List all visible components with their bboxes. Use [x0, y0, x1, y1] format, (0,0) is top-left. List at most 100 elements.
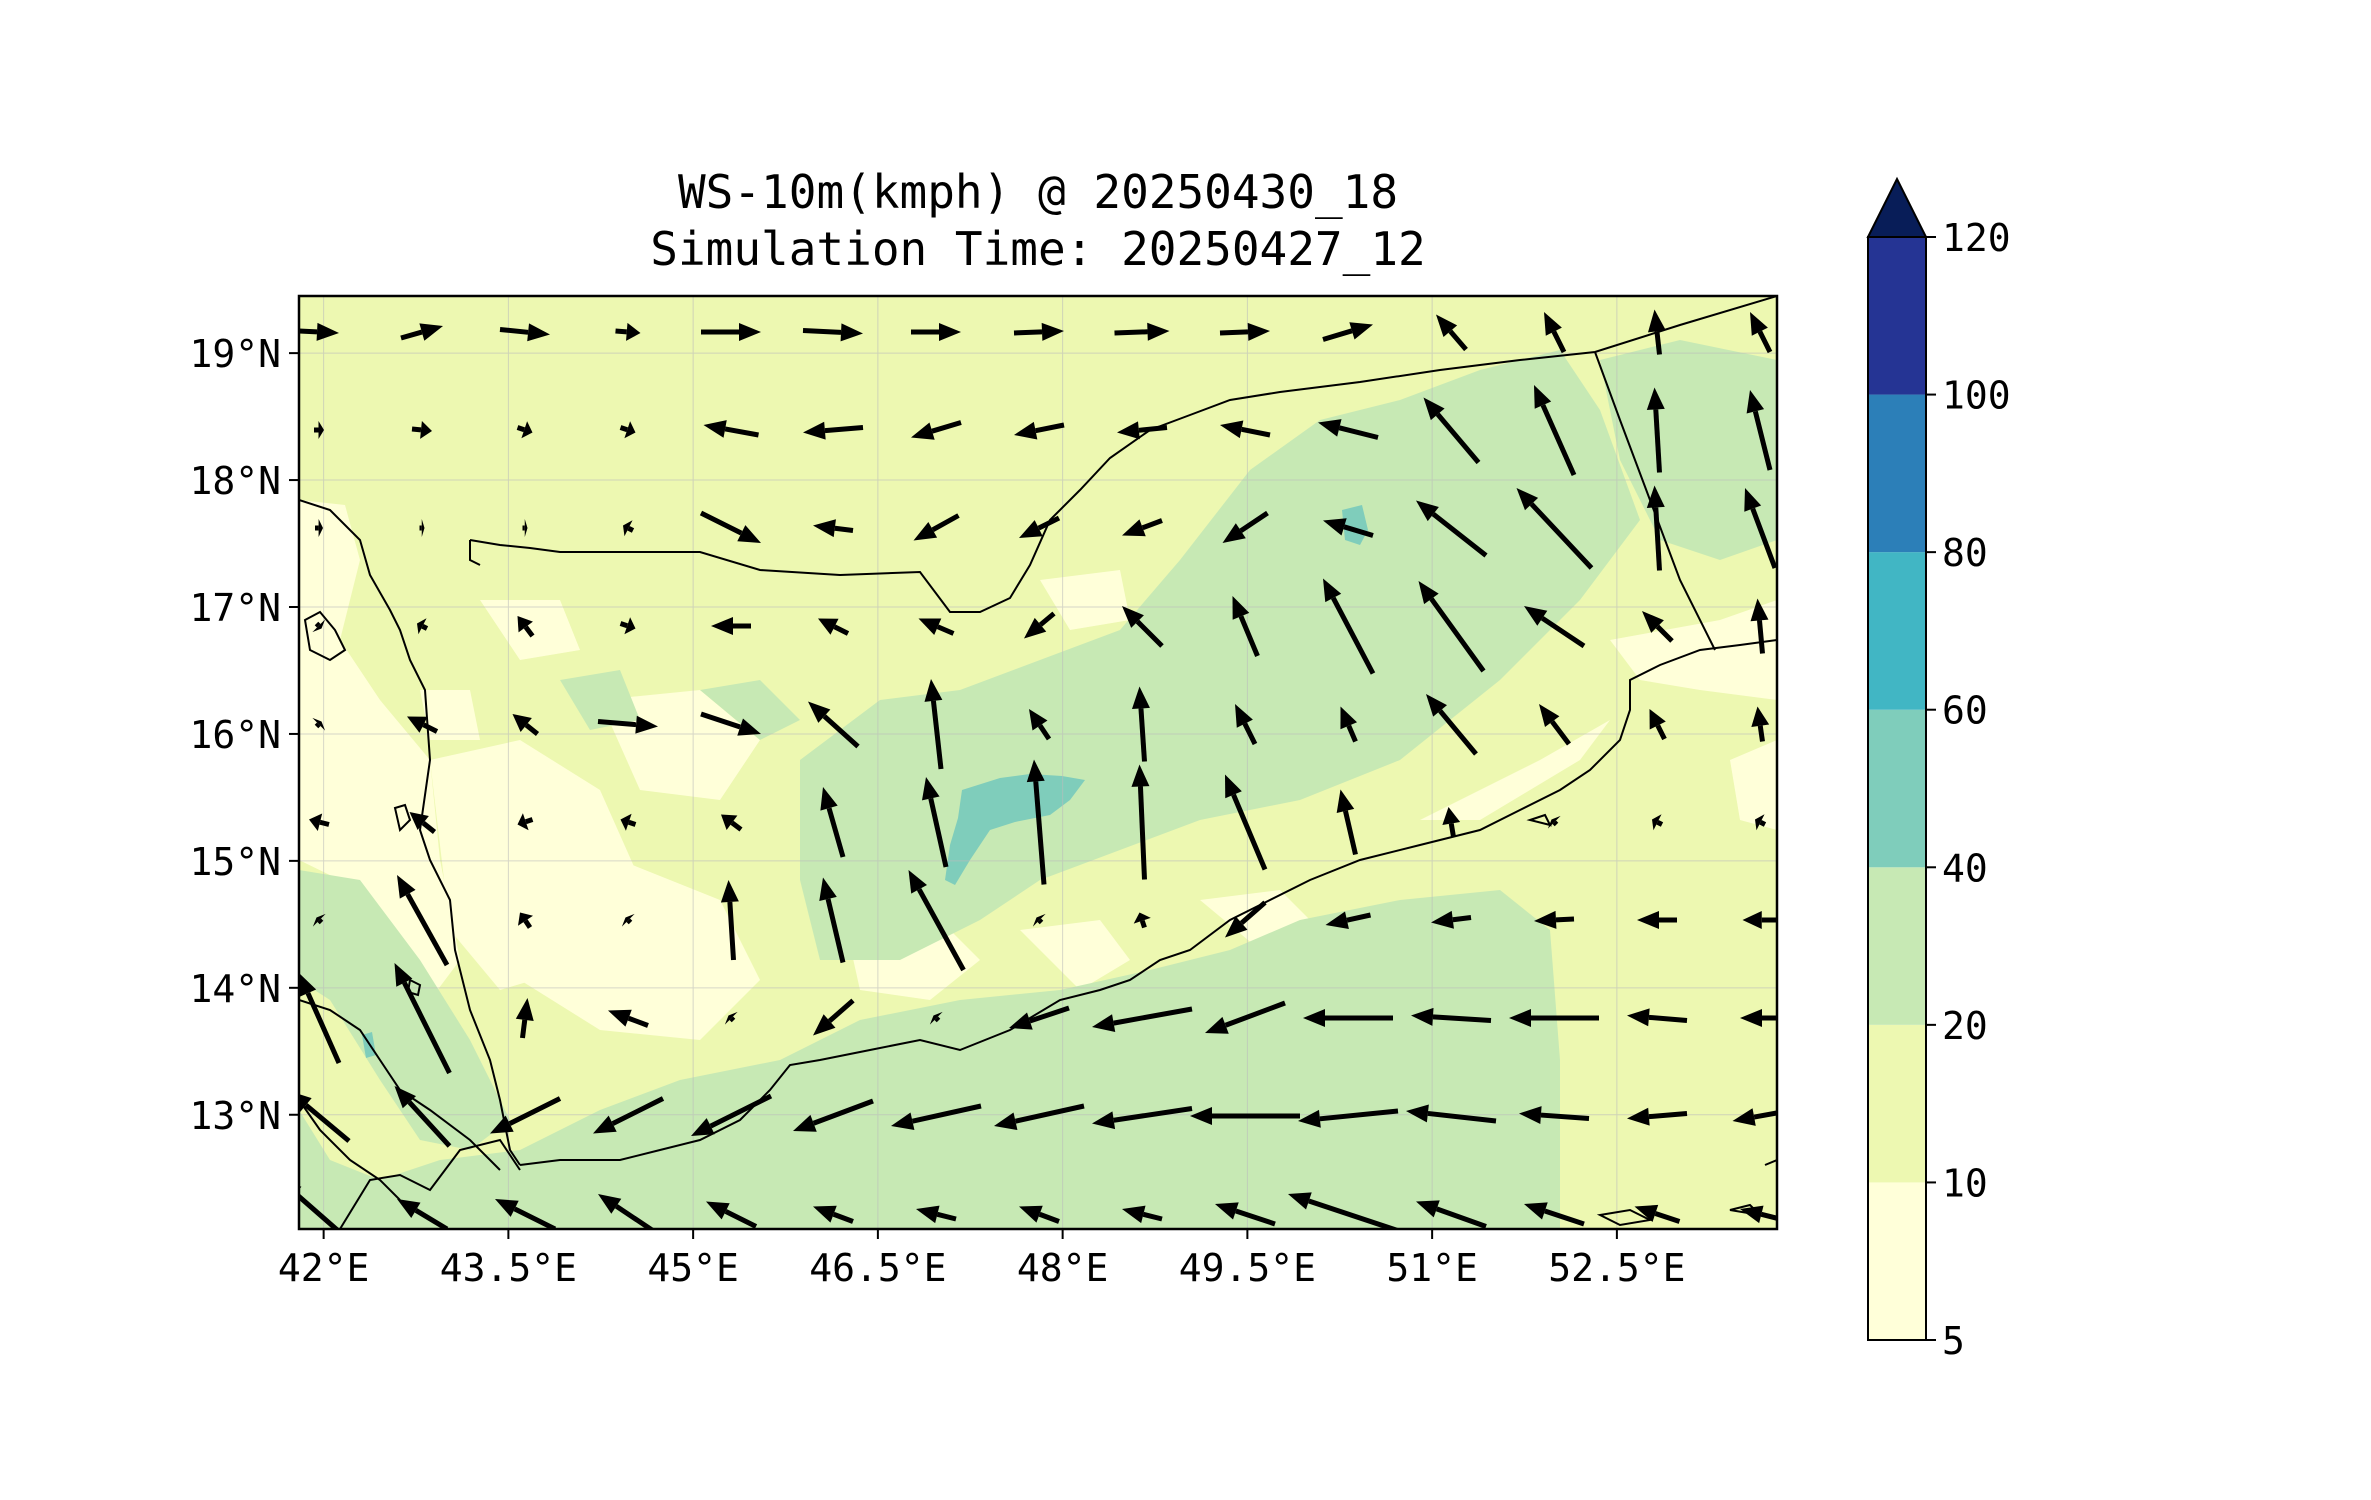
wind-arrow — [619, 421, 636, 439]
colorbar-label: 5 — [1942, 1319, 1965, 1363]
wind-arrow — [1750, 312, 1773, 354]
wind-arrow — [1232, 596, 1260, 657]
lat-tick-label: 17°N — [189, 586, 281, 630]
wind-arrow — [1092, 1006, 1193, 1032]
wind-arrow — [490, 1096, 562, 1134]
wind-arrow — [1225, 774, 1268, 871]
wind-arrow — [1534, 910, 1575, 929]
wind-arrow — [394, 963, 452, 1075]
colorbar-label: 20 — [1942, 1004, 1988, 1048]
lon-tick-label: 52.5°E — [1548, 1246, 1685, 1290]
wind-arrow — [1026, 759, 1047, 885]
wind-arrow — [891, 1103, 982, 1131]
wind-arrow — [409, 812, 437, 834]
wind-arrow — [1225, 900, 1267, 938]
wind-arrow — [1222, 510, 1269, 543]
wind-arrow — [1649, 709, 1667, 741]
colorbar-segment — [1868, 1182, 1926, 1340]
wind-arrow — [924, 679, 944, 770]
wind-arrow — [720, 880, 739, 961]
wind-arrow — [407, 716, 439, 734]
wind-arrow — [515, 998, 534, 1039]
wind-arrow — [1744, 488, 1777, 569]
wind-arrow — [1746, 390, 1773, 471]
wind-arrow — [1423, 397, 1481, 465]
wind-arrow — [706, 1201, 758, 1229]
latitude-axis: 19°N 18°N 17°N 16°N 15°N 14°N 13°N — [189, 332, 299, 1138]
wind-arrow — [813, 1205, 854, 1224]
wind-arrow — [608, 1009, 649, 1028]
wind-arrow — [1303, 1009, 1393, 1027]
wind-arrow — [1029, 709, 1052, 741]
colorbar-label: 10 — [1942, 1161, 1988, 1205]
wind-arrow — [1013, 322, 1064, 341]
wind-arrow — [1519, 1106, 1590, 1125]
wind-arrow — [1122, 518, 1163, 537]
wind-arrow — [1646, 485, 1665, 571]
wind-arrow — [1336, 789, 1358, 856]
wind-arrow — [1646, 387, 1665, 473]
wind-arrow — [1318, 419, 1379, 440]
wind-arrow — [621, 913, 635, 927]
map-subtitle: Simulation Time: 20250427_12 — [650, 222, 1426, 276]
wind-arrow — [309, 813, 330, 831]
wind-arrow — [517, 813, 534, 831]
wind-arrow — [400, 323, 443, 341]
wind-arrow — [916, 1205, 957, 1224]
wind-arrow — [1131, 686, 1150, 762]
wind-arrow — [1009, 1005, 1070, 1030]
wind-arrow — [1117, 421, 1168, 440]
wind-arrow — [1019, 1205, 1060, 1224]
wind-arrow — [312, 717, 326, 731]
wind-arrow — [1220, 420, 1271, 439]
wind-arrow — [1442, 807, 1461, 838]
wind-arrow — [1431, 910, 1472, 929]
wind-arrow — [699, 510, 761, 543]
lat-tick-label: 15°N — [189, 840, 281, 884]
wind-arrow — [615, 322, 641, 341]
wind-arrow — [1652, 814, 1664, 831]
wind-arrow — [918, 618, 955, 636]
lat-tick-label: 13°N — [189, 1094, 281, 1138]
wind-arrow — [512, 714, 540, 736]
wind-arrow — [1426, 694, 1478, 756]
wind-arrow — [724, 1011, 738, 1025]
wind-arrow — [1732, 1108, 1777, 1126]
wind-arrow — [1340, 706, 1358, 743]
wind-arrow — [1019, 515, 1061, 538]
wind-arrow — [818, 618, 850, 636]
wind-arrow — [1323, 518, 1374, 538]
wind-arrow — [1539, 704, 1571, 746]
lat-tick-label: 18°N — [189, 459, 281, 503]
wind-arrow — [1122, 1205, 1163, 1224]
wind-arrow — [1014, 421, 1065, 440]
wind-arrow — [994, 1103, 1085, 1131]
wind-arrow — [1131, 764, 1150, 880]
wind-arrow — [820, 787, 846, 858]
wind-vector-field — [299, 309, 1777, 1229]
lat-tick-label: 14°N — [189, 967, 281, 1011]
wind-arrow — [813, 519, 854, 538]
wind-arrow — [911, 323, 961, 341]
wind-arrow — [623, 520, 635, 537]
wind-arrow — [1416, 500, 1488, 558]
wind-arrow — [911, 420, 962, 440]
wind-arrow — [312, 913, 326, 927]
lon-tick-label: 48°E — [1017, 1246, 1109, 1290]
wind-arrow — [711, 617, 751, 635]
wind-arrow — [913, 513, 960, 541]
longitude-axis: 42°E 43.5°E 45°E 46.5°E 48°E 49.5°E 51°E 52.5°E — [278, 1229, 1686, 1290]
wind-arrow — [1751, 706, 1770, 742]
wind-arrow — [517, 616, 535, 638]
map-title: WS-10m(kmph) @ 20250430_18 — [677, 165, 1399, 219]
colorbar-label: 100 — [1942, 374, 2011, 418]
wind-arrow — [1627, 1107, 1688, 1126]
colorbar-segment — [1868, 709, 1926, 868]
wind-arrow — [1406, 1104, 1497, 1124]
wind-arrow — [1235, 704, 1258, 746]
wind-arrow — [1516, 488, 1594, 570]
colorbar-segment — [1868, 1024, 1926, 1183]
colorbar-frame — [1867, 236, 1927, 1341]
lon-tick-label: 43.5°E — [440, 1246, 577, 1290]
colorbar-label: 60 — [1942, 689, 1988, 733]
